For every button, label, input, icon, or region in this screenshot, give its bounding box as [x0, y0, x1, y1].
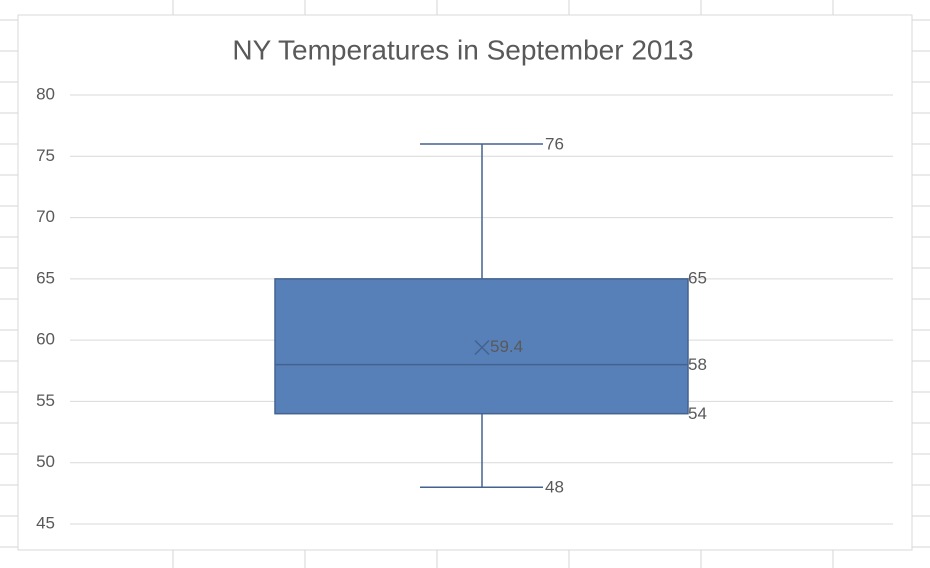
data-label: 54 — [688, 404, 707, 423]
mean-marker — [474, 339, 490, 356]
y-tick-label: 55 — [36, 391, 55, 410]
y-tick-label: 50 — [36, 452, 55, 471]
data-label: 58 — [688, 355, 707, 374]
data-label: 59.4 — [490, 337, 523, 356]
y-tick-label: 75 — [36, 146, 55, 165]
y-tick-label: 65 — [36, 268, 55, 287]
data-label: 48 — [545, 478, 564, 497]
chart-title: NY Temperatures in September 2013 — [232, 34, 693, 65]
y-tick-label: 45 — [36, 513, 55, 532]
y-tick-label: 70 — [36, 207, 55, 226]
data-label: 65 — [688, 268, 707, 287]
y-tick-label: 80 — [36, 84, 55, 103]
data-label: 76 — [545, 135, 564, 154]
y-tick-label: 60 — [36, 330, 55, 349]
